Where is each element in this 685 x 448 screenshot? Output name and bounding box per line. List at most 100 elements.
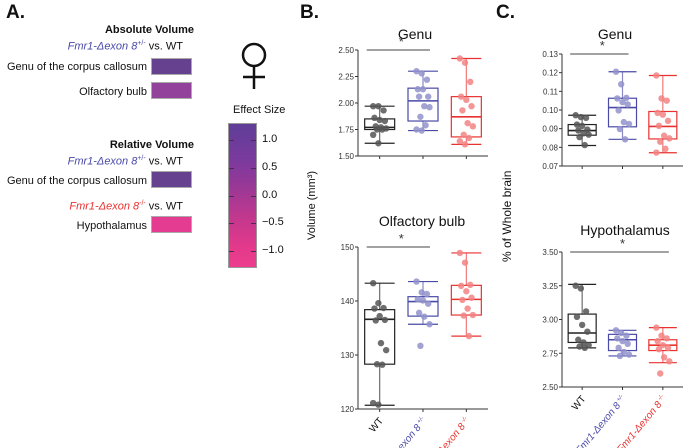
colorbar-tick-label: 0.5 [262, 160, 278, 173]
data-point [468, 102, 475, 110]
data-point [457, 282, 465, 290]
data-point [369, 131, 377, 138]
data-point [658, 95, 665, 102]
data-point [620, 118, 627, 126]
data-point [664, 344, 672, 352]
significance-star: * [399, 231, 404, 246]
data-point [373, 126, 381, 133]
genotype-ko-label: Fmr1-Δexon 8 [69, 200, 140, 213]
data-point [577, 285, 585, 292]
chart-c-hypothalamus: Hypothalamus 2.50 2.75 3.00 3.25 3.50 * WT Fmr1-… [542, 222, 683, 448]
data-point [461, 259, 469, 266]
data-point [618, 81, 625, 88]
data-point [625, 120, 633, 128]
data-point [381, 117, 389, 125]
box [607, 97, 638, 128]
data-point [659, 341, 667, 349]
relative-comparison-label-ko: Fmr1-Δexon 8-/- vs. WT [69, 200, 183, 213]
region-label-genu-relative: Genu of the corpus callosum [6, 175, 147, 187]
data-point [614, 335, 621, 342]
data-point [376, 312, 383, 320]
data-point [623, 94, 630, 102]
colorbar-tick-mark [229, 195, 234, 197]
data-point [375, 299, 382, 307]
y-tick-label: 3.50 [542, 248, 558, 257]
data-point [575, 127, 582, 134]
data-point [456, 249, 464, 257]
data-point [619, 98, 626, 106]
data-point [461, 141, 469, 148]
data-point [382, 346, 390, 354]
data-point [426, 321, 433, 328]
colorbar-tick-mark [251, 195, 256, 197]
genotype-superscript: +/- [137, 40, 146, 47]
data-point [371, 114, 378, 122]
genotype-het-label: Fmr1-Δexon 8 [67, 155, 138, 168]
y-tick-label: 1.75 [338, 126, 354, 135]
colorbar-tick-label: −0.5 [262, 216, 284, 229]
colorbar-tick-mark [229, 223, 234, 225]
data-point [417, 342, 424, 350]
data-point [464, 305, 471, 312]
panel-c-label: C. [496, 2, 515, 23]
data-point [463, 96, 470, 104]
data-point [469, 123, 477, 130]
data-point [377, 339, 385, 347]
region-label-hypothalamus: Hypothalamus [76, 220, 147, 232]
data-point [654, 337, 661, 345]
data-point [573, 313, 581, 320]
data-point [369, 102, 377, 110]
y-tick-label: 2.50 [338, 46, 354, 55]
data-point [584, 328, 591, 335]
colorbar-tick-mark [251, 139, 256, 141]
data-point [659, 111, 667, 118]
data-point [615, 344, 622, 352]
data-point [578, 321, 586, 329]
data-point [415, 93, 423, 100]
effect-swatch-genu-relative [151, 171, 192, 188]
data-point [575, 336, 582, 343]
data-point [372, 317, 379, 324]
data-point [468, 294, 475, 301]
data-point [624, 340, 631, 347]
data-point [456, 55, 464, 62]
colorbar-tick-mark [229, 251, 234, 253]
data-point [653, 72, 660, 79]
genotype-superscript: +/- [415, 416, 425, 427]
data-point [460, 131, 467, 138]
genotype-superscript: -/- [139, 200, 146, 207]
x-tick-label: WT [570, 394, 588, 413]
data-point [369, 399, 377, 407]
y-tick-label: 130 [341, 351, 355, 360]
colorbar-tick-mark [229, 139, 234, 141]
x-tick-label: Fmr1-Δexon 8 -/- [419, 416, 473, 448]
data-point [666, 358, 673, 365]
y-tick-label: 0.09 [542, 125, 558, 134]
y-tick-label: 3.00 [542, 316, 558, 325]
data-point [414, 86, 421, 93]
y-tick-label: 2.75 [542, 349, 558, 358]
data-point [654, 109, 661, 117]
female-symbol-icon [241, 42, 267, 89]
absolute-volume-header: Absolute Volume [104, 24, 194, 36]
chart-b-genu: Genu 1.50 1.75 2.00 2.25 2.50 * [338, 26, 488, 161]
data-point [585, 131, 592, 138]
data-point [581, 141, 588, 149]
y-tick-label: 0.12 [542, 69, 558, 78]
y-tick-label: 120 [341, 405, 355, 414]
data-point [572, 282, 579, 289]
colorbar-tick-label: 1.0 [262, 132, 278, 145]
chart-c-genu: Genu 0.07 0.08 0.09 0.10 0.11 0.12 0.13 * [542, 26, 683, 171]
colorbar-tick-mark [251, 251, 256, 253]
data-point [657, 138, 664, 145]
data-point [663, 97, 670, 104]
data-point [413, 126, 420, 133]
effect-swatch-genu [151, 58, 192, 75]
data-point [418, 70, 425, 77]
data-point [419, 86, 427, 93]
data-point [426, 104, 433, 111]
data-point [461, 59, 469, 66]
colorbar-tick-label: 0.0 [262, 188, 278, 201]
chart-title: Olfactory bulb [379, 213, 466, 229]
colorbar-tick-mark [229, 167, 234, 169]
